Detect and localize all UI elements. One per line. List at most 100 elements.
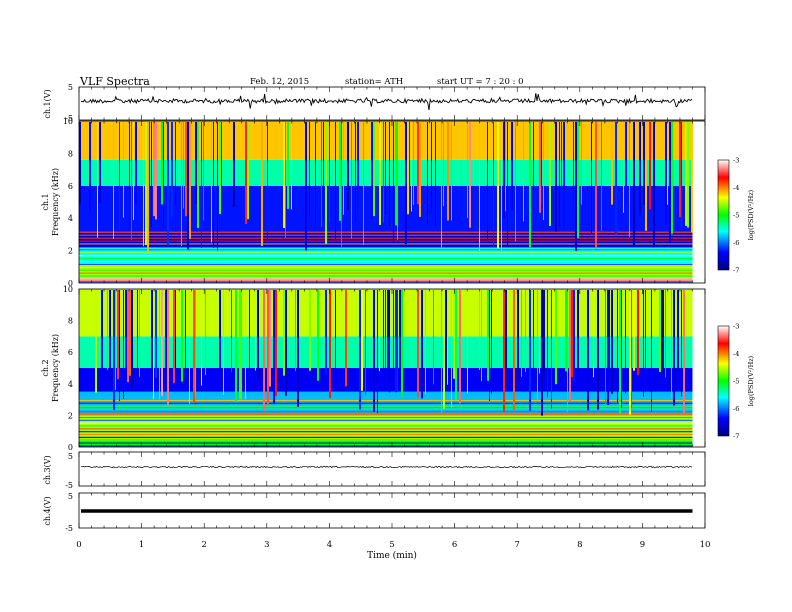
spectrogram-streak [145, 122, 147, 246]
spectrogram-streak [443, 290, 445, 409]
spectrogram-streak [525, 290, 526, 372]
ch1-spectrogram-ylabel: ch.1Frequency (kHz) [41, 168, 60, 236]
spectrogram-streak [287, 122, 289, 209]
spectrogram-streak [235, 290, 237, 402]
spectrogram-streak [597, 290, 599, 410]
time-axis-label: Time (min) [367, 550, 417, 561]
spectrogram-streak [549, 122, 551, 226]
time-tick-label: 6 [452, 540, 457, 550]
spectrogram-streak [497, 122, 499, 249]
spectrogram-streak [107, 290, 108, 371]
spectrogram-streak [79, 122, 81, 205]
spectrogram-streak [673, 290, 675, 406]
spectrogram-streak [161, 290, 163, 397]
spectrogram-tone-line [79, 237, 693, 239]
ch3-ytick-bottom: -5 [65, 481, 73, 490]
spectrogram-streak [113, 290, 115, 411]
spectrogram-tone-line [79, 431, 693, 433]
spectrogram-streak [659, 290, 661, 372]
time-tick-label: 1 [139, 540, 144, 550]
ch1-colorbar-tick: -7 [733, 267, 739, 275]
spectrogram-streak [503, 290, 505, 412]
ch3-ytick-top: 5 [68, 452, 73, 461]
spectrogram-streak [189, 290, 190, 404]
ch1-freq-tick-0: 0 [68, 279, 73, 288]
time-tick-label: 2 [201, 540, 206, 550]
spectrogram-streak [573, 290, 575, 383]
time-tick-label: 0 [76, 540, 81, 550]
spectrogram-streak [665, 122, 667, 225]
spectrogram-streak [605, 290, 606, 405]
spectrogram-streak [469, 122, 471, 228]
ch1-waveform-ylabel: ch.1(V) [43, 89, 52, 118]
spectrogram-streak [681, 290, 682, 397]
spectrogram-streak [241, 290, 242, 400]
spectrogram-streak [591, 122, 592, 233]
spectrogram-streak [559, 122, 560, 227]
ch2-spectrogram-image [79, 289, 693, 447]
spectrogram-streak [249, 290, 250, 390]
spectrogram-streak [619, 290, 621, 414]
spectrogram-streak [113, 122, 114, 239]
ch1-freq-tick-2: 2 [68, 247, 73, 256]
spectrogram-streak [347, 122, 349, 211]
spectrogram-streak [201, 290, 202, 386]
spectrogram-streak [395, 122, 397, 226]
spectrogram-streak [677, 290, 679, 372]
spectrogram-band [79, 278, 693, 283]
spectrogram-streak [571, 290, 573, 378]
spectrogram-streak [523, 122, 524, 222]
ch4-ytick-top: 5 [68, 492, 73, 501]
spectrogram-tone-line [79, 255, 693, 257]
spectrogram-streak [185, 290, 186, 391]
spectrogram-streak [153, 290, 154, 400]
spectrogram-streak [89, 122, 91, 212]
spectrogram-streak [387, 290, 389, 387]
spectrogram-streak [567, 290, 568, 413]
time-tick-label: 4 [327, 540, 332, 550]
spectrogram-streak [335, 290, 336, 380]
spectrogram-streak [129, 290, 131, 376]
spectrogram-streak [481, 290, 482, 382]
spectrogram-tone-line [79, 240, 693, 242]
spectrogram-streak [297, 290, 299, 407]
spectrogram-streak [569, 290, 571, 402]
spectrogram-streak [529, 290, 531, 411]
ch1-freq-tick-8: 8 [68, 149, 73, 158]
spectrogram-streak [577, 290, 579, 372]
spectrogram-streak [245, 290, 246, 399]
spectrogram-streak [617, 290, 618, 404]
spectrogram-streak [555, 290, 557, 385]
station-label: station= ATH [345, 77, 403, 87]
spectrogram-streak [533, 290, 534, 374]
ch4-waveform-panel: 5 -5 ch.4(V) [43, 492, 706, 533]
spectrogram-streak [407, 122, 409, 215]
spectrogram-tone-line [79, 249, 693, 251]
spectrogram-streak [329, 290, 331, 399]
ch2-colorbar-ticks: -3 -4 -5 -6 -7 [733, 323, 739, 441]
spectrogram-streak [379, 122, 381, 225]
spectrogram-streak [129, 122, 130, 230]
time-axis-ticks: 0 1 2 3 4 5 6 7 8 9 10 [76, 540, 710, 550]
spectrogram-streak [329, 122, 330, 224]
spectrogram-streak [433, 290, 434, 385]
spectrogram-streak [245, 122, 247, 225]
spectrogram-streak [505, 290, 507, 385]
spectrogram-streak [273, 290, 275, 405]
ch2-colorbar-tick: -3 [733, 323, 739, 331]
spectrogram-streak [663, 290, 664, 388]
ch1-colorbar-tick: -3 [733, 157, 739, 165]
spectrogram-streak [359, 290, 361, 410]
spectrogram-streak [385, 122, 386, 215]
spectrogram-streak [383, 122, 384, 223]
spectrogram-streak [203, 122, 204, 221]
spectrogram-streak [631, 290, 632, 409]
spectrogram-streak [119, 122, 120, 230]
ch1-colorbar-tick: -6 [733, 239, 739, 247]
spectrogram-streak [653, 122, 655, 248]
spectrogram-streak [661, 290, 663, 375]
spectrogram-streak [451, 122, 452, 221]
spectrogram-tone-line [79, 243, 693, 245]
spectrogram-streak [623, 122, 624, 213]
spectrogram-streak [395, 290, 397, 393]
